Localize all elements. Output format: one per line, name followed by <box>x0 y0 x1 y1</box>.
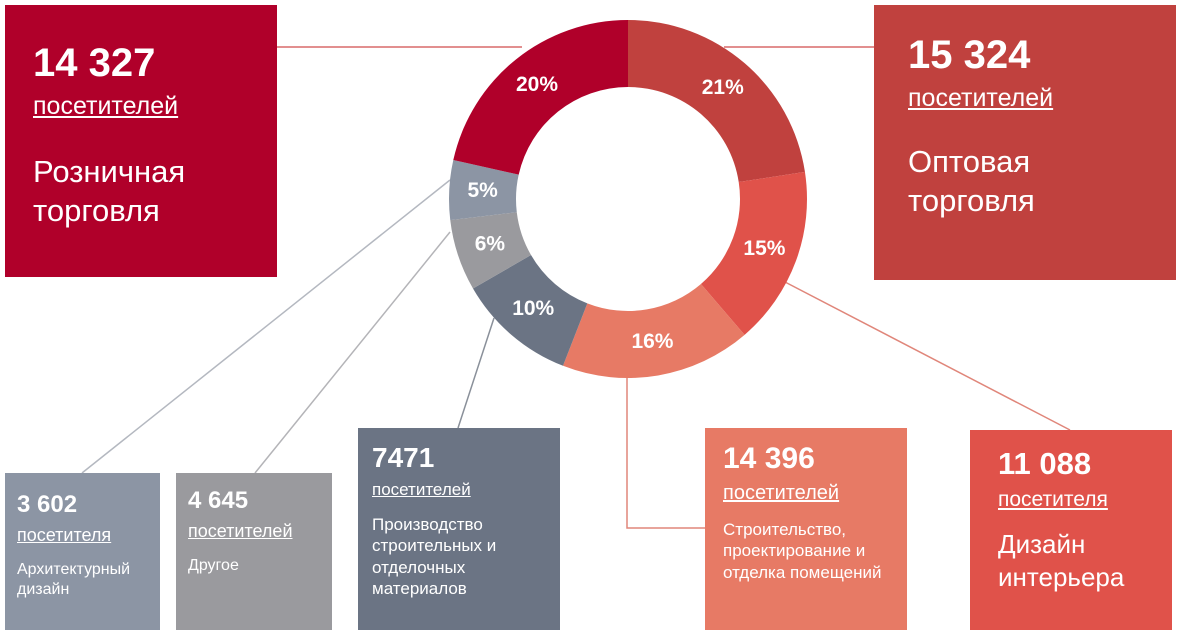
slice-label: 5% <box>468 179 499 202</box>
category-name: Дизайн интерьера <box>998 529 1125 592</box>
category-name: Строительство, проектирование и отделка … <box>723 520 882 582</box>
visitor-count: 7471 <box>372 442 435 473</box>
visitor-count: 14 396 <box>723 442 815 475</box>
visitor-count: 4 645 <box>188 487 249 514</box>
slice <box>450 212 532 289</box>
leader-line <box>784 281 1071 431</box>
callout-box: 14 327 посетителей Розничная торговля <box>5 5 277 277</box>
leader-line <box>626 375 705 529</box>
slice-label: 6% <box>475 232 506 255</box>
leader-line <box>457 317 495 429</box>
visitor-unit: посетителей <box>723 482 840 504</box>
slice <box>449 160 519 221</box>
visitor-count: 14 327 <box>33 41 156 85</box>
slice-label: 15% <box>743 237 785 260</box>
slice <box>453 20 628 175</box>
visitor-unit: посетителя <box>998 488 1108 511</box>
callout-box: 11 088 посетителя Дизайн интерьера <box>970 430 1172 630</box>
visitor-unit: посетителей <box>33 92 179 120</box>
visitor-count: 15 324 <box>908 33 1031 77</box>
visitor-unit: посетителя <box>17 525 112 545</box>
visitor-unit: посетителей <box>372 480 471 499</box>
callout-box: 14 396 посетителей Строительство, проектир… <box>705 428 907 630</box>
slice-label: 16% <box>631 330 673 353</box>
category-name: Производство строительных и отделочных м… <box>372 515 497 598</box>
callout-box: 4 645 посетителей Другое <box>176 473 332 630</box>
category-name: Оптовая торговля <box>908 144 1035 218</box>
callout-box: 3 602 посетителя Архитектурный дизайн <box>5 473 160 630</box>
slice-label: 10% <box>512 297 554 320</box>
slice <box>563 283 745 378</box>
callout-box: 7471 посетителей Производство строительных… <box>358 428 560 630</box>
visitor-count: 11 088 <box>998 446 1092 481</box>
callout-box: 15 324 посетителей Оптовая торговля <box>874 5 1176 280</box>
slice <box>472 255 588 366</box>
visitor-unit: посетителей <box>908 84 1054 112</box>
leader-line <box>254 231 451 474</box>
slice <box>628 20 805 183</box>
category-name: Архитектурный дизайн <box>17 561 131 598</box>
category-name: Розничная торговля <box>33 154 186 228</box>
slice-label: 21% <box>702 76 744 99</box>
leader-line <box>81 179 451 474</box>
visitor-count: 3 602 <box>17 491 78 518</box>
visitor-unit: посетителей <box>188 521 293 541</box>
leader-lines <box>81 46 1071 529</box>
category-name: Другое <box>188 557 239 574</box>
slice-label: 20% <box>516 73 558 96</box>
slice <box>700 171 808 335</box>
